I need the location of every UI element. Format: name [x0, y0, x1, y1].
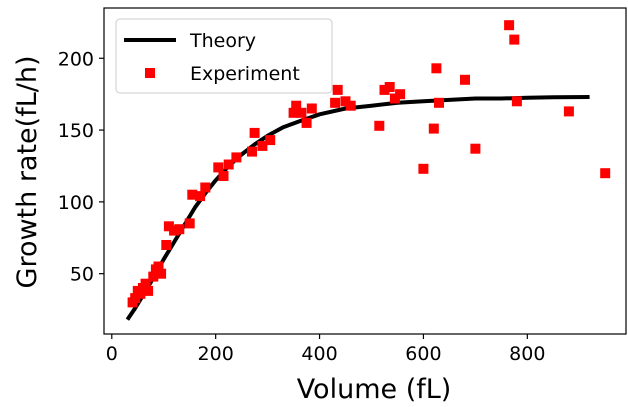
legend-box — [115, 18, 333, 94]
experiment-point — [169, 225, 180, 236]
experiment-point — [470, 143, 481, 154]
experiment-point — [187, 189, 198, 200]
experiment-point — [153, 261, 164, 272]
experiment-point — [257, 140, 268, 151]
experiment-point — [600, 168, 611, 179]
experiment-point — [434, 97, 444, 108]
experiment-point — [174, 224, 185, 235]
experiment-point — [389, 93, 400, 104]
experiment-point — [291, 100, 302, 111]
experiment-point — [140, 278, 151, 289]
experiment-point — [184, 218, 195, 229]
experiment-point — [213, 162, 224, 173]
legend-experiment-label: Experiment — [190, 63, 300, 85]
experiment-point — [563, 106, 574, 117]
experiment-point — [231, 152, 242, 163]
experiment-point — [301, 117, 312, 128]
experiment-point — [135, 288, 146, 299]
experiment-point — [431, 63, 442, 74]
experiment-point — [374, 120, 385, 131]
experiment-point — [340, 96, 351, 107]
experiment-point — [460, 74, 470, 85]
experiment-point — [384, 82, 395, 92]
x-tick-label: 200 — [198, 343, 234, 365]
axis-ticks: 0 200 400 600 800 50 100 150 200 — [58, 48, 546, 365]
legend: Theory Experiment — [115, 18, 333, 94]
experiment-point — [247, 146, 257, 157]
experiment-point — [130, 293, 141, 304]
y-tick-label: 200 — [58, 48, 94, 70]
experiment-point — [395, 89, 406, 100]
legend-experiment-marker — [145, 68, 155, 78]
series-layer — [125, 20, 611, 321]
x-tick-label: 400 — [301, 343, 337, 365]
experiment-point — [330, 97, 341, 108]
experiment-point — [306, 103, 317, 114]
y-tick-label: 150 — [58, 120, 94, 142]
experiment-point — [249, 127, 260, 138]
x-axis-label: Volume (fL) — [297, 374, 452, 405]
experiment-point — [332, 84, 343, 95]
experiment-point — [195, 191, 206, 202]
x-tick-label: 800 — [509, 343, 545, 365]
experiment-point — [223, 159, 234, 170]
experiment-point — [345, 100, 356, 111]
experiment-point — [163, 221, 174, 232]
experiment-point — [511, 96, 522, 107]
y-tick-label: 100 — [58, 192, 94, 214]
experiment-point — [148, 271, 159, 282]
y-tick-label: 50 — [70, 264, 94, 286]
experiment-point — [418, 163, 429, 174]
experiment-point — [265, 135, 276, 146]
experiment-point — [218, 171, 229, 181]
experiment-point — [296, 107, 307, 118]
legend-theory-label: Theory — [189, 30, 256, 52]
x-tick-label: 600 — [405, 343, 441, 365]
experiment-point — [161, 240, 172, 250]
experiment-point — [504, 20, 515, 31]
experiment-point — [509, 34, 520, 45]
experiment-point — [428, 123, 439, 134]
experiment-point — [379, 84, 390, 95]
experiment-point — [156, 268, 167, 279]
experiment-point — [200, 182, 211, 193]
experiment-point — [288, 107, 299, 118]
experiment-point — [143, 285, 154, 296]
y-axis-label: Growth rate(fL/h) — [12, 56, 43, 289]
x-tick-label: 0 — [106, 343, 118, 365]
